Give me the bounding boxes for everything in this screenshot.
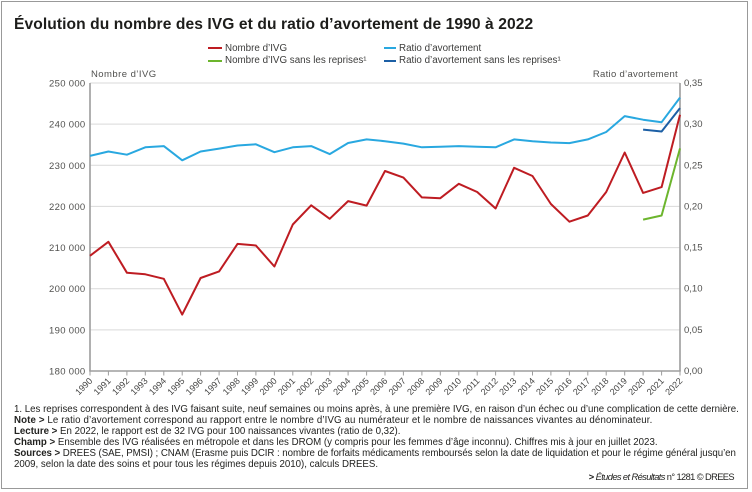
svg-text:2014: 2014 bbox=[516, 376, 537, 397]
svg-text:2007: 2007 bbox=[387, 376, 408, 397]
svg-text:Ratio d’avortement: Ratio d’avortement bbox=[593, 69, 678, 80]
svg-text:1992: 1992 bbox=[110, 376, 131, 397]
svg-text:2018: 2018 bbox=[589, 376, 610, 397]
svg-text:1991: 1991 bbox=[92, 376, 113, 397]
svg-text:1995: 1995 bbox=[165, 376, 186, 397]
svg-text:0,00: 0,00 bbox=[684, 366, 703, 377]
svg-text:0,30: 0,30 bbox=[684, 119, 703, 130]
svg-text:2016: 2016 bbox=[553, 376, 574, 397]
svg-text:2021: 2021 bbox=[645, 376, 666, 397]
svg-text:2004: 2004 bbox=[331, 376, 352, 397]
svg-text:2010: 2010 bbox=[442, 376, 463, 397]
svg-text:2000: 2000 bbox=[258, 376, 279, 397]
svg-text:1998: 1998 bbox=[221, 376, 242, 397]
svg-text:2022: 2022 bbox=[663, 376, 684, 397]
svg-text:1990: 1990 bbox=[73, 376, 94, 397]
svg-text:0,20: 0,20 bbox=[684, 201, 703, 212]
svg-text:1997: 1997 bbox=[202, 376, 223, 397]
svg-text:2009: 2009 bbox=[423, 376, 444, 397]
svg-text:250 000: 250 000 bbox=[49, 79, 85, 90]
svg-text:2012: 2012 bbox=[479, 376, 500, 397]
svg-text:1993: 1993 bbox=[128, 376, 149, 397]
svg-text:1996: 1996 bbox=[184, 376, 205, 397]
svg-text:2015: 2015 bbox=[534, 376, 555, 397]
svg-text:0,35: 0,35 bbox=[684, 78, 703, 89]
svg-text:2005: 2005 bbox=[350, 376, 371, 397]
svg-text:180 000: 180 000 bbox=[49, 367, 85, 378]
svg-text:0,05: 0,05 bbox=[684, 325, 703, 336]
svg-text:2013: 2013 bbox=[497, 376, 518, 397]
svg-text:0,25: 0,25 bbox=[684, 160, 703, 171]
svg-text:1999: 1999 bbox=[239, 376, 260, 397]
svg-text:2008: 2008 bbox=[405, 376, 426, 397]
svg-text:2017: 2017 bbox=[571, 376, 592, 397]
svg-text:2001: 2001 bbox=[276, 376, 297, 397]
svg-text:1994: 1994 bbox=[147, 376, 168, 397]
svg-text:Nombre d’IVG: Nombre d’IVG bbox=[91, 69, 157, 80]
svg-text:2020: 2020 bbox=[626, 376, 647, 397]
svg-text:190 000: 190 000 bbox=[49, 325, 85, 336]
svg-text:2002: 2002 bbox=[294, 376, 315, 397]
svg-text:0,15: 0,15 bbox=[684, 243, 703, 254]
svg-text:0,10: 0,10 bbox=[684, 284, 703, 295]
svg-text:2003: 2003 bbox=[313, 376, 334, 397]
svg-text:200 000: 200 000 bbox=[49, 284, 85, 295]
svg-text:230 000: 230 000 bbox=[49, 161, 85, 172]
svg-text:2019: 2019 bbox=[608, 376, 629, 397]
svg-text:220 000: 220 000 bbox=[49, 202, 85, 213]
svg-text:240 000: 240 000 bbox=[49, 120, 85, 131]
svg-text:210 000: 210 000 bbox=[49, 243, 85, 254]
svg-text:2006: 2006 bbox=[368, 376, 389, 397]
svg-text:2011: 2011 bbox=[461, 376, 482, 397]
